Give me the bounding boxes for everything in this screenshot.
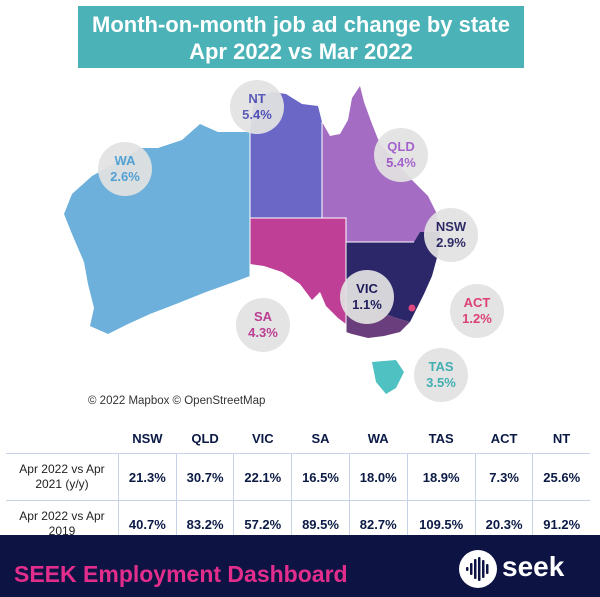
map-svg xyxy=(64,86,440,394)
table-cell: 18.0% xyxy=(348,453,408,501)
table-corner-cell xyxy=(6,423,119,454)
column-header: NSW xyxy=(132,430,163,446)
dashboard-title: SEEK Employment Dashboard xyxy=(14,561,348,587)
bubble-act: ACT 1.2% xyxy=(450,284,504,338)
map-title-banner: Month-on-month job ad change by state Ap… xyxy=(78,6,524,68)
column-header: VIC xyxy=(251,430,274,446)
region-sa[interactable] xyxy=(250,218,346,324)
bubble-act-code: ACT xyxy=(463,295,491,310)
seek-logo-text: seek xyxy=(502,551,565,582)
table-cell: 82.7% xyxy=(348,500,408,547)
table-cell: 18.9% xyxy=(406,453,476,501)
bubble-nsw-value: 2.9% xyxy=(436,235,466,250)
table-cell: 25.6% xyxy=(532,453,590,501)
bubble-sa-value: 4.3% xyxy=(248,325,278,340)
bubble-tas: TAS 3.5% xyxy=(414,348,468,402)
region-wa[interactable] xyxy=(64,124,250,334)
column-header: SA xyxy=(311,430,330,446)
column-header: WA xyxy=(367,430,389,446)
table-cell: 21.3% xyxy=(118,453,177,501)
seek-logo-icon xyxy=(459,550,497,588)
bubble-qld: QLD 5.4% xyxy=(374,128,428,182)
bubble-wa-value: 2.6% xyxy=(110,169,140,184)
column-header: TAS xyxy=(428,430,454,446)
region-tas[interactable] xyxy=(372,360,404,394)
table-cell: 30.7% xyxy=(175,453,234,501)
column-header: ACT xyxy=(490,430,518,446)
bubble-vic: VIC 1.1% xyxy=(340,270,394,324)
column-header: NT xyxy=(552,430,571,446)
bubble-tas-code: TAS xyxy=(428,359,454,374)
bubble-sa: SA 4.3% xyxy=(236,298,290,352)
table-cell: 22.1% xyxy=(233,453,292,501)
bubble-sa-code: SA xyxy=(253,309,273,324)
map-attribution[interactable]: © 2022 Mapbox © OpenStreetMap xyxy=(88,395,266,407)
column-header: QLD xyxy=(191,430,219,446)
table-header-row: NSW QLD VIC SA WA TAS ACT NT xyxy=(6,423,590,454)
bubble-tas-value: 3.5% xyxy=(426,375,456,390)
title-line-1: Month-on-month job ad change by state xyxy=(92,12,510,37)
table-cell: 16.5% xyxy=(291,453,350,501)
bubble-nt-value: 5.4% xyxy=(242,107,272,122)
comparison-table: NSW QLD VIC SA WA TAS ACT NT Apr 2022 vs… xyxy=(6,423,590,547)
title-line-2: Apr 2022 vs Mar 2022 xyxy=(189,39,413,64)
footer-bar: SEEK Employment Dashboard seek xyxy=(0,535,600,597)
bubble-qld-value: 5.4% xyxy=(386,155,416,170)
table-cell: 7.3% xyxy=(474,453,533,501)
bubble-wa: WA 2.6% xyxy=(98,142,152,196)
bubble-nt-code: NT xyxy=(248,91,266,106)
australia-map[interactable]: WA 2.6% NT 5.4% QLD 5.4% SA 4.3% NSW 2.9… xyxy=(0,72,600,417)
bubble-qld-code: QLD xyxy=(387,139,415,154)
bubble-vic-code: VIC xyxy=(356,281,378,296)
bubble-wa-code: WA xyxy=(114,153,136,168)
region-act[interactable] xyxy=(408,304,416,312)
row-label: Apr 2022 vs Apr 2021 (y/y) xyxy=(6,453,119,501)
table-row: Apr 2022 vs Apr 2021 (y/y) 21.3% 30.7% 2… xyxy=(6,453,590,501)
bubble-nt: NT 5.4% xyxy=(230,80,284,134)
bubble-vic-value: 1.1% xyxy=(352,297,382,312)
bubble-nsw-code: NSW xyxy=(435,219,467,234)
bubble-act-value: 1.2% xyxy=(462,311,492,326)
bubble-nsw: NSW 2.9% xyxy=(424,208,478,262)
